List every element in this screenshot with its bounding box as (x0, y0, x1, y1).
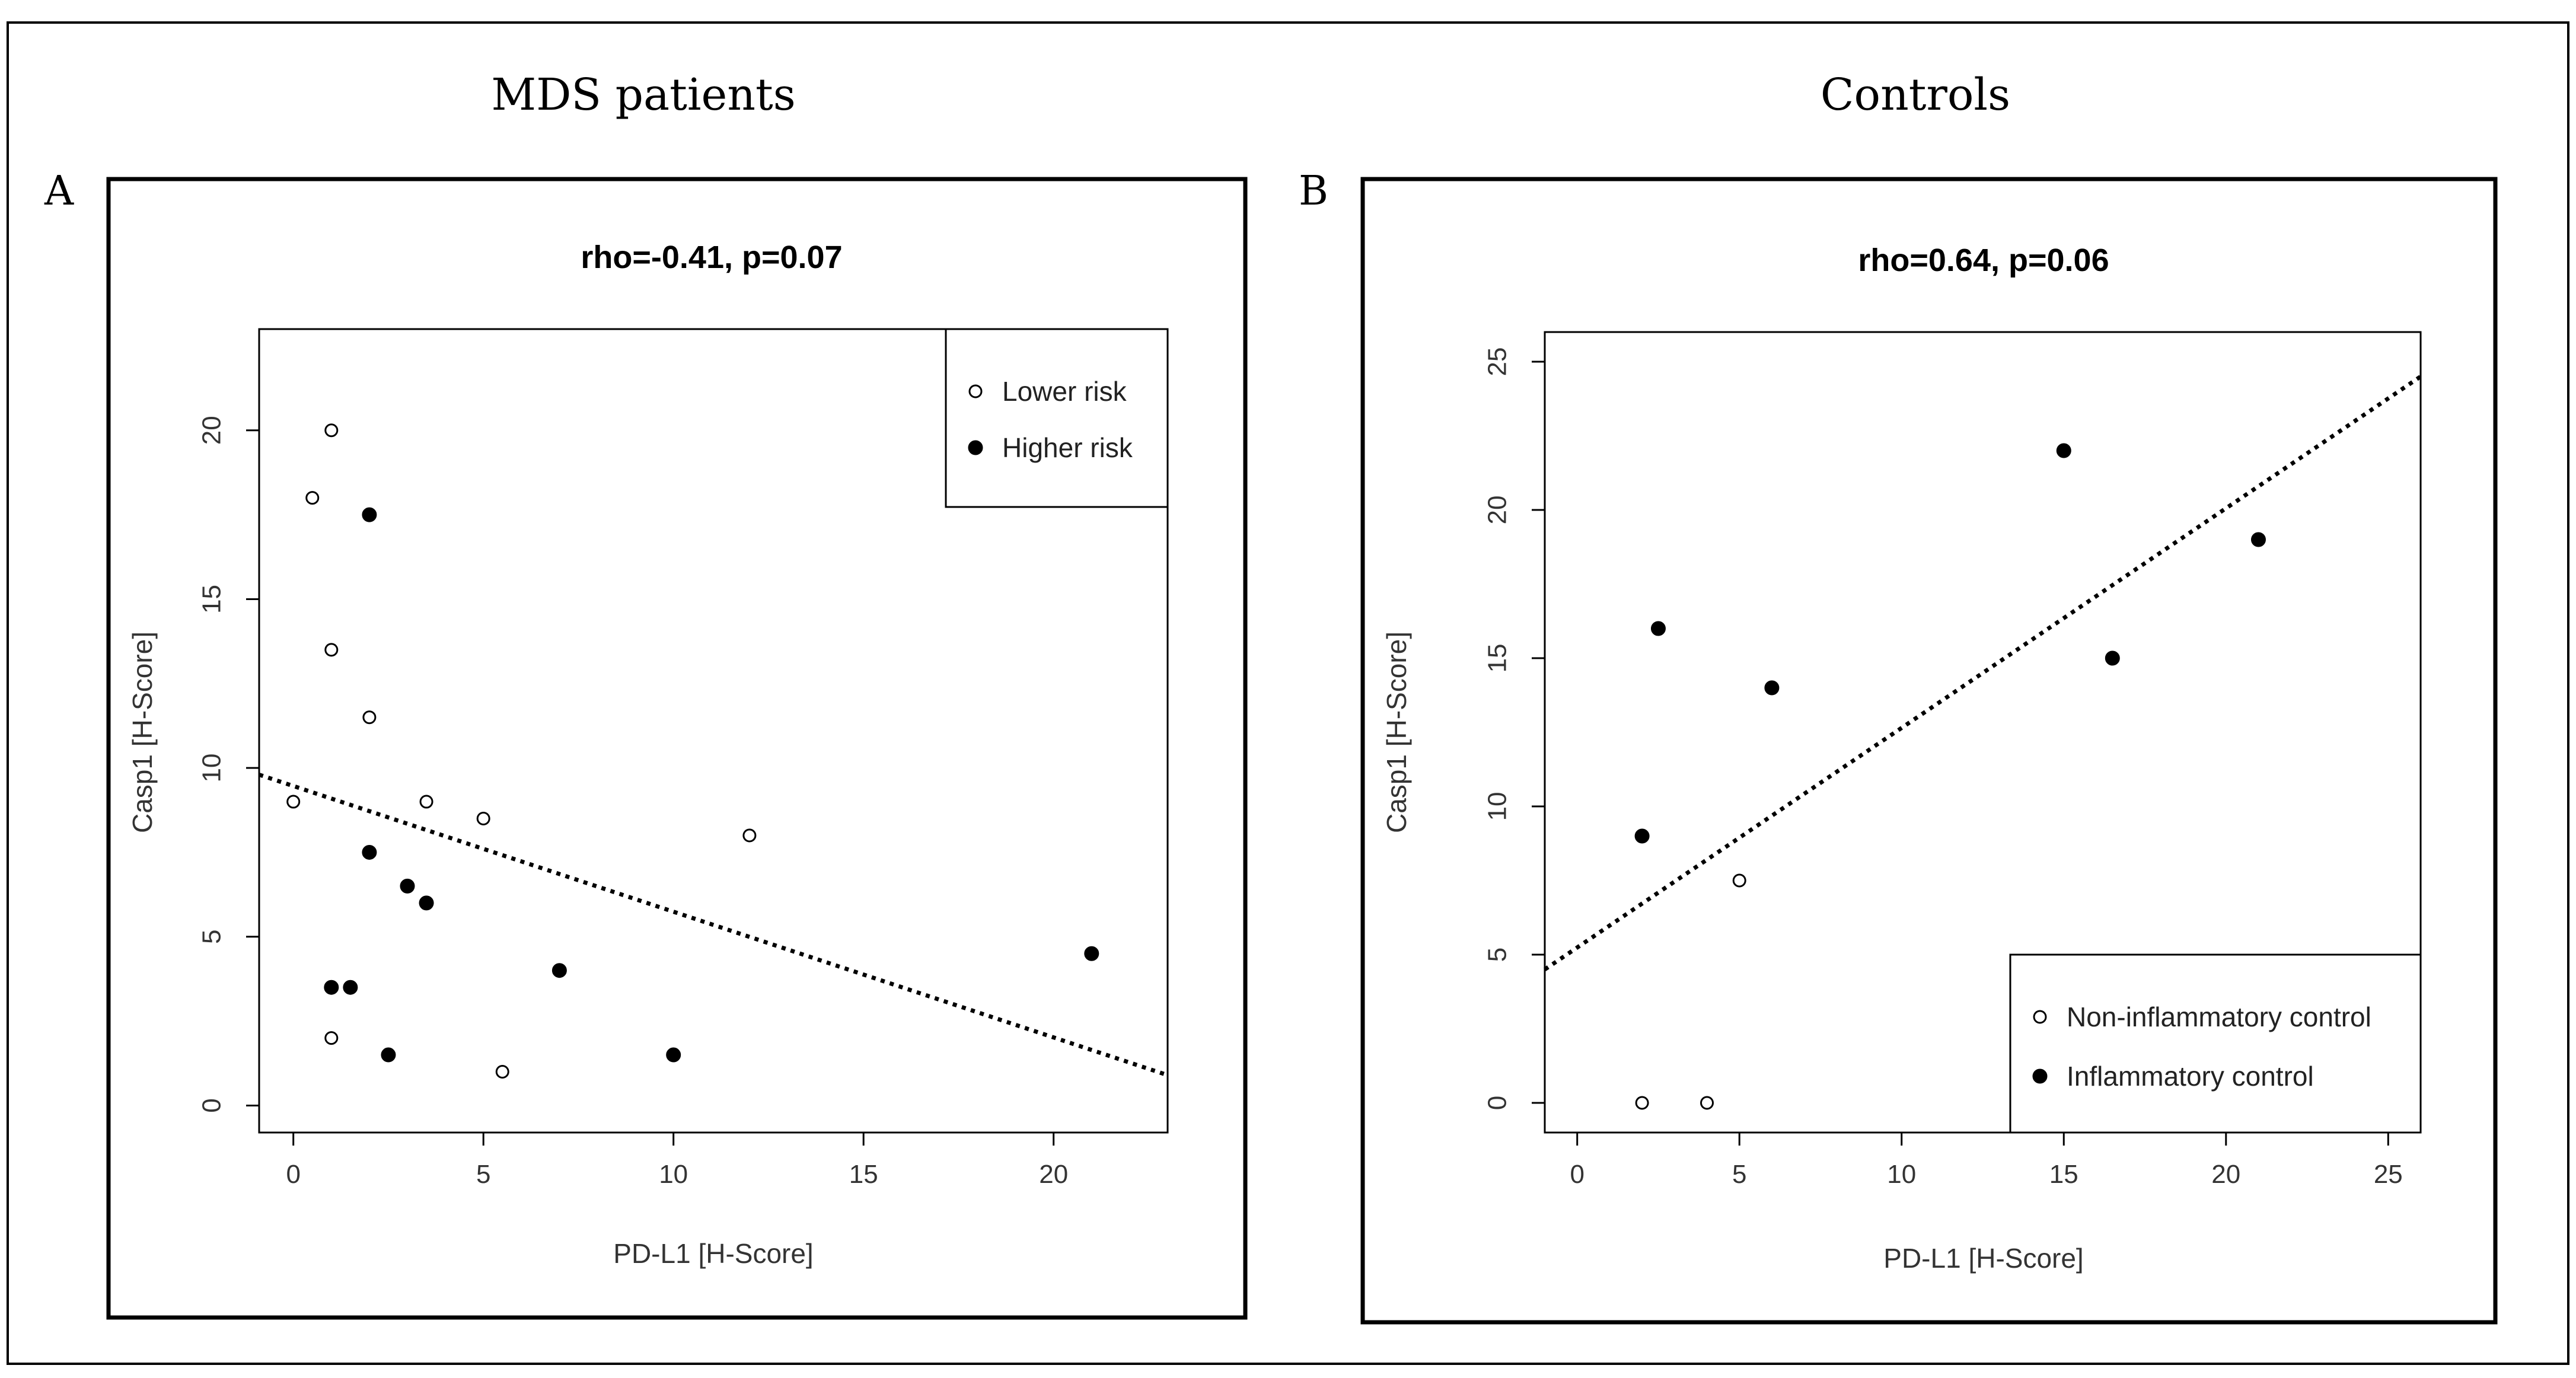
x-tick-label: 0 (286, 1160, 300, 1189)
x-tick-label: 5 (1732, 1160, 1746, 1189)
data-point-filled (2056, 443, 2071, 458)
trendline (258, 773, 1169, 1077)
data-point-open (495, 1065, 509, 1079)
panel-frame (1360, 177, 2498, 1325)
data-point-open (324, 643, 339, 657)
x-tick-label: 10 (659, 1160, 688, 1189)
data-point-filled (1084, 946, 1099, 961)
data-point-filled (324, 980, 339, 995)
legend-marker-open (2033, 1010, 2047, 1024)
data-point-filled (2250, 532, 2266, 547)
data-point-filled (1650, 621, 1666, 636)
legend-box (945, 328, 1169, 508)
data-point-open (1635, 1096, 1649, 1110)
panel-letter-b: B (1299, 168, 1328, 215)
y-tick-label: 0 (197, 1098, 227, 1112)
data-point-open (1700, 1096, 1714, 1110)
data-point-open (1732, 873, 1746, 888)
data-point-open (419, 795, 433, 809)
panel-frame (106, 177, 1248, 1320)
y-axis-label: Casp1 [H-Score] (127, 631, 158, 833)
data-point-open (305, 491, 320, 505)
legend-box (2009, 953, 2422, 1134)
data-point-filled (1634, 828, 1650, 844)
legend-label: Inflammatory control (2067, 1061, 2314, 1092)
y-axis-label: Casp1 [H-Score] (1381, 631, 1412, 833)
legend-marker-open (968, 384, 983, 398)
legend-label: Non-inflammatory control (2067, 1001, 2371, 1032)
data-point-filled (362, 844, 377, 860)
data-point-filled (362, 507, 377, 522)
x-tick-label: 5 (476, 1160, 490, 1189)
left-panel-heading: MDS patients (491, 69, 795, 120)
data-point-filled (2105, 650, 2120, 666)
right-panel-heading: Controls (1821, 69, 2010, 120)
y-tick-label: 25 (1483, 347, 1512, 377)
y-tick-label: 5 (1483, 948, 1512, 962)
data-point-filled (381, 1047, 396, 1063)
data-point-filled (1764, 680, 1780, 696)
x-tick-label: 0 (1570, 1160, 1584, 1189)
y-tick-label: 20 (197, 416, 227, 445)
x-axis-label: PD-L1 [H-Score] (613, 1238, 813, 1269)
data-point-open (324, 1031, 339, 1045)
legend-label: Higher risk (1002, 432, 1133, 463)
trendline (1544, 375, 2422, 971)
x-tick-label: 20 (2211, 1160, 2240, 1189)
data-point-filled (400, 878, 415, 894)
legend-label: Lower risk (1002, 376, 1127, 407)
data-point-filled (419, 895, 434, 911)
x-tick-label: 10 (1887, 1160, 1916, 1189)
x-tick-label: 15 (2049, 1160, 2078, 1189)
y-tick-label: 5 (197, 930, 227, 944)
chart-panel-a: rho=-0.41, p=0.07 0 5 10 15 20 0 5 10 15 20 PD-L1 [… (106, 177, 1248, 1320)
x-tick-label: 25 (2374, 1160, 2403, 1189)
data-point-open (286, 795, 301, 809)
y-tick-label: 20 (1483, 496, 1512, 525)
panel-letter-a: A (44, 168, 74, 215)
y-tick-label: 10 (1483, 792, 1512, 821)
legend-marker-filled (968, 440, 983, 455)
data-point-open (324, 423, 339, 438)
x-tick-label: 20 (1039, 1160, 1068, 1189)
data-point-open (476, 812, 490, 826)
data-point-open (362, 710, 377, 725)
plot-title: rho=0.64, p=0.06 (1858, 243, 2109, 278)
chart-panel-b: rho=0.64, p=0.06 0 5 10 15 20 25 0 5 10 15 20 25 PD-L… (1360, 177, 2498, 1325)
data-point-filled (666, 1047, 681, 1063)
y-tick-label: 15 (1483, 644, 1512, 673)
y-tick-label: 10 (197, 754, 227, 783)
x-tick-label: 15 (849, 1160, 878, 1189)
plot-title: rho=-0.41, p=0.07 (581, 240, 842, 275)
data-point-open (742, 828, 757, 843)
data-point-filled (343, 980, 358, 995)
figure-outer-border (7, 21, 2569, 1365)
y-tick-label: 15 (197, 585, 227, 614)
legend-marker-filled (2032, 1068, 2048, 1084)
data-point-filled (551, 963, 567, 978)
y-tick-label: 0 (1483, 1096, 1512, 1110)
x-axis-label: PD-L1 [H-Score] (1883, 1243, 2083, 1274)
